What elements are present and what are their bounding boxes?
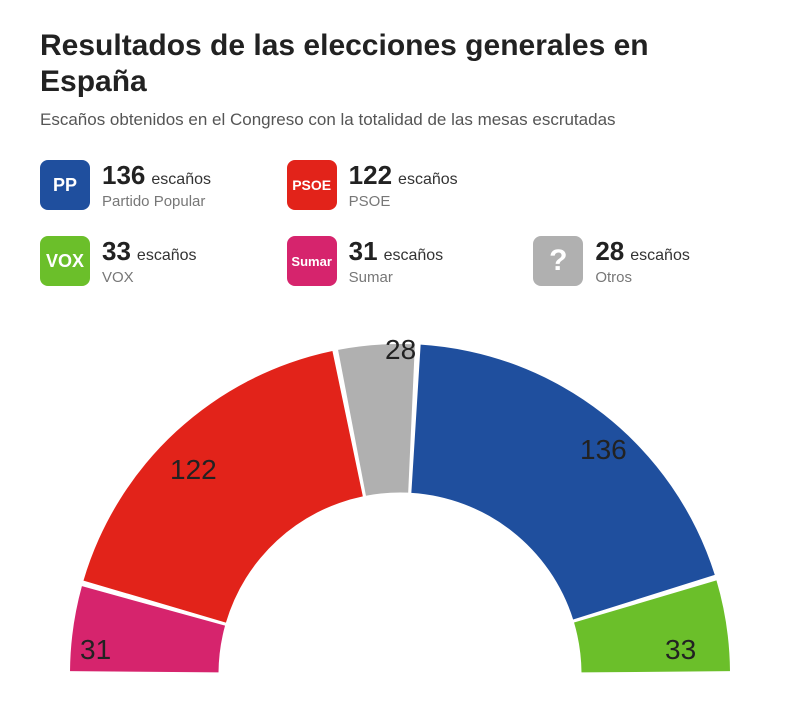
arc-psoe bbox=[83, 351, 362, 623]
legend-item-psoe: PSOE 122 escaños PSOE bbox=[287, 160, 514, 210]
pp-seats: 136 bbox=[102, 160, 145, 191]
legend-item-vox: VOX 33 escaños VOX bbox=[40, 236, 267, 286]
pp-badge-icon: PP bbox=[40, 160, 90, 210]
page-title: Resultados de las elecciones generales e… bbox=[40, 28, 760, 100]
arc-label-pp: 136 bbox=[580, 434, 627, 466]
vox-badge-icon: VOX bbox=[40, 236, 90, 286]
pp-name: Partido Popular bbox=[102, 193, 211, 210]
psoe-name: PSOE bbox=[349, 193, 458, 210]
otros-badge-icon: ? bbox=[533, 236, 583, 286]
page-subtitle: Escaños obtenidos en el Congreso con la … bbox=[40, 110, 760, 130]
vox-seats-label: escaños bbox=[137, 247, 197, 265]
pp-seats-label: escaños bbox=[151, 171, 211, 189]
otros-name: Otros bbox=[595, 269, 690, 286]
sumar-badge-icon: Sumar bbox=[287, 236, 337, 286]
otros-seats-label: escaños bbox=[630, 247, 690, 265]
legend-item-pp: PP 136 escaños Partido Popular bbox=[40, 160, 267, 210]
arc-label-otros: 28 bbox=[385, 334, 416, 366]
arc-label-sumar: 31 bbox=[80, 634, 111, 666]
sumar-seats: 31 bbox=[349, 236, 378, 267]
legend-grid: PP 136 escaños Partido Popular PSOE 122 … bbox=[40, 160, 760, 286]
psoe-seats-label: escaños bbox=[398, 171, 458, 189]
sumar-seats-label: escaños bbox=[384, 247, 444, 265]
vox-name: VOX bbox=[102, 269, 197, 286]
legend-item-otros: ? 28 escaños Otros bbox=[533, 236, 760, 286]
half-donut-chart: 31 122 28 136 33 bbox=[40, 314, 760, 674]
otros-seats: 28 bbox=[595, 236, 624, 267]
arc-label-vox: 33 bbox=[665, 634, 696, 666]
arc-pp bbox=[411, 345, 714, 620]
vox-seats: 33 bbox=[102, 236, 131, 267]
psoe-badge-icon: PSOE bbox=[287, 160, 337, 210]
psoe-seats: 122 bbox=[349, 160, 392, 191]
sumar-name: Sumar bbox=[349, 269, 444, 286]
arc-label-psoe: 122 bbox=[170, 454, 217, 486]
legend-item-sumar: Sumar 31 escaños Sumar bbox=[287, 236, 514, 286]
donut-svg bbox=[40, 314, 760, 674]
